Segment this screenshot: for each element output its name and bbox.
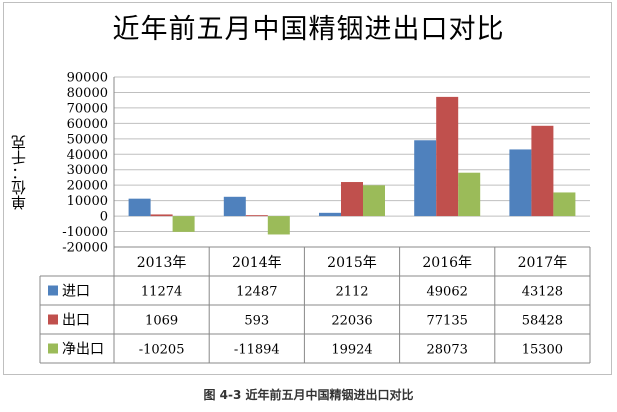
category-label: 2015年 (327, 255, 377, 271)
bar-2-0 (172, 216, 195, 232)
data-label: -10205 (139, 343, 185, 358)
data-label: -11894 (234, 343, 280, 358)
data-label: 15300 (522, 343, 563, 358)
bar-2-4 (553, 192, 576, 217)
bars (128, 96, 576, 235)
y-tick-label: 80000 (67, 86, 108, 101)
bar-1-0 (150, 214, 173, 217)
bar-1-4 (531, 125, 554, 217)
category-label: 2016年 (422, 255, 472, 271)
bar-2-1 (267, 216, 290, 235)
chart-title: 近年前五月中国精铟进出口对比 (112, 14, 505, 45)
y-tick-label: 0 (100, 210, 108, 225)
y-tick-label: -10000 (62, 225, 108, 240)
bar-1-1 (245, 215, 268, 217)
chart-plot: 9000080000700006000050000400003000020000… (39, 71, 591, 364)
category-label: 2013年 (137, 255, 187, 271)
data-label: 11274 (141, 285, 182, 300)
category-label: 2014年 (232, 255, 282, 271)
data-label: 58428 (522, 314, 563, 329)
data-label: 12487 (236, 285, 277, 300)
legend-key-2 (48, 343, 58, 354)
legend-label: 净出口 (62, 342, 104, 358)
y-axis-ticks: 9000080000700006000050000400003000020000… (62, 71, 108, 256)
y-tick-label: 20000 (67, 179, 108, 194)
data-label: 1069 (145, 314, 178, 329)
data-label: 43128 (522, 285, 563, 300)
bar-1-2 (341, 182, 363, 217)
y-tick-label: 10000 (67, 194, 108, 209)
y-tick-label: 90000 (67, 71, 108, 86)
data-label: 593 (244, 314, 269, 329)
data-label: 19924 (331, 343, 372, 358)
legend-label: 出口 (62, 313, 90, 329)
bar-0-4 (509, 149, 532, 217)
bar-1-3 (436, 96, 459, 217)
data-label: 49062 (427, 285, 468, 300)
y-tick-label: 30000 (67, 163, 108, 178)
bar-0-0 (128, 198, 151, 217)
bar-0-3 (414, 140, 437, 217)
legend-key-1 (48, 314, 58, 325)
y-tick-label: 60000 (67, 117, 108, 132)
bar-2-3 (458, 172, 481, 217)
bar-2-2 (363, 185, 385, 217)
y-tick-label: -20000 (62, 241, 108, 256)
y-tick-label: 40000 (67, 148, 108, 163)
data-label: 22036 (331, 314, 372, 329)
legend-label: 进口 (62, 284, 90, 300)
bar-0-1 (223, 196, 246, 217)
legend-key-0 (48, 285, 58, 296)
y-tick-label: 70000 (67, 101, 108, 116)
y-tick-label: 50000 (67, 132, 108, 147)
bar-0-2 (319, 212, 341, 217)
data-label: 77135 (427, 314, 468, 329)
figure-caption: 图 4-3 近年前五月中国精铟进出口对比 (203, 388, 414, 402)
data-label: 28073 (427, 343, 468, 358)
data-label: 2112 (335, 285, 368, 300)
category-label: 2017年 (518, 255, 568, 271)
